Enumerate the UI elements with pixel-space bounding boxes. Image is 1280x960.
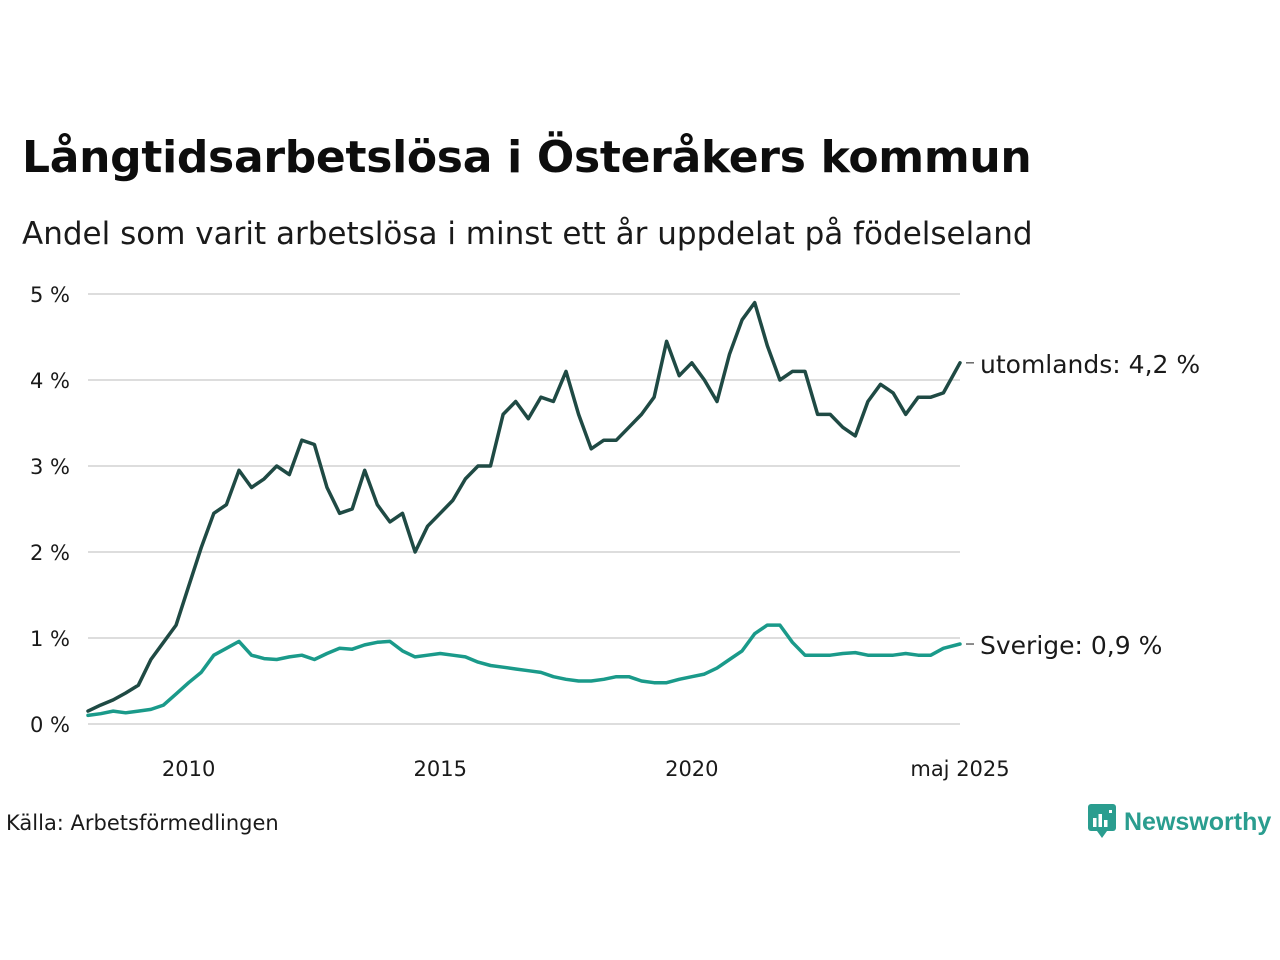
series-lines	[86, 300, 962, 718]
newsworthy-icon	[1088, 804, 1116, 838]
x-axis-ticks: 2010 2015 2020 maj 2025	[162, 757, 1010, 781]
chart-title: Långtidsarbetslösa i Österåkers kommun	[22, 132, 1032, 183]
x-tick-label: 2015	[413, 757, 466, 781]
y-tick-label: 3 %	[30, 455, 70, 479]
end-label-sverige: Sverige: 0,9 %	[980, 631, 1162, 660]
series-line-utomlands	[86, 300, 962, 713]
line-chart: 0 %1 %2 %3 %4 %5 % 2010 2015 2020 maj 2025 …	[30, 283, 1200, 781]
y-tick-label: 2 %	[30, 541, 70, 565]
end-label-utomlands: utomlands: 4,2 %	[980, 350, 1200, 379]
series-line-sverige	[86, 623, 962, 718]
x-tick-label: maj 2025	[910, 757, 1009, 781]
source-note: Källa: Arbetsförmedlingen	[6, 811, 279, 835]
x-tick-label: 2020	[665, 757, 718, 781]
y-tick-label: 5 %	[30, 283, 70, 307]
y-tick-label: 4 %	[30, 369, 70, 393]
grid-lines	[88, 293, 960, 725]
y-tick-label: 0 %	[30, 713, 70, 737]
y-axis-ticks: 0 % 1 % 2 % 3 % 4 % 5 %	[30, 283, 70, 737]
chart-subtitle: Andel som varit arbetslösa i minst ett å…	[22, 216, 1033, 252]
brand-name: Newsworthy	[1124, 807, 1272, 836]
y-tick-label: 1 %	[30, 627, 70, 651]
newsworthy-logo[interactable]: Newsworthy	[1088, 804, 1271, 840]
end-labels: utomlands: 4,2 % Sverige: 0,9 %	[966, 350, 1200, 660]
x-tick-label: 2010	[162, 757, 215, 781]
